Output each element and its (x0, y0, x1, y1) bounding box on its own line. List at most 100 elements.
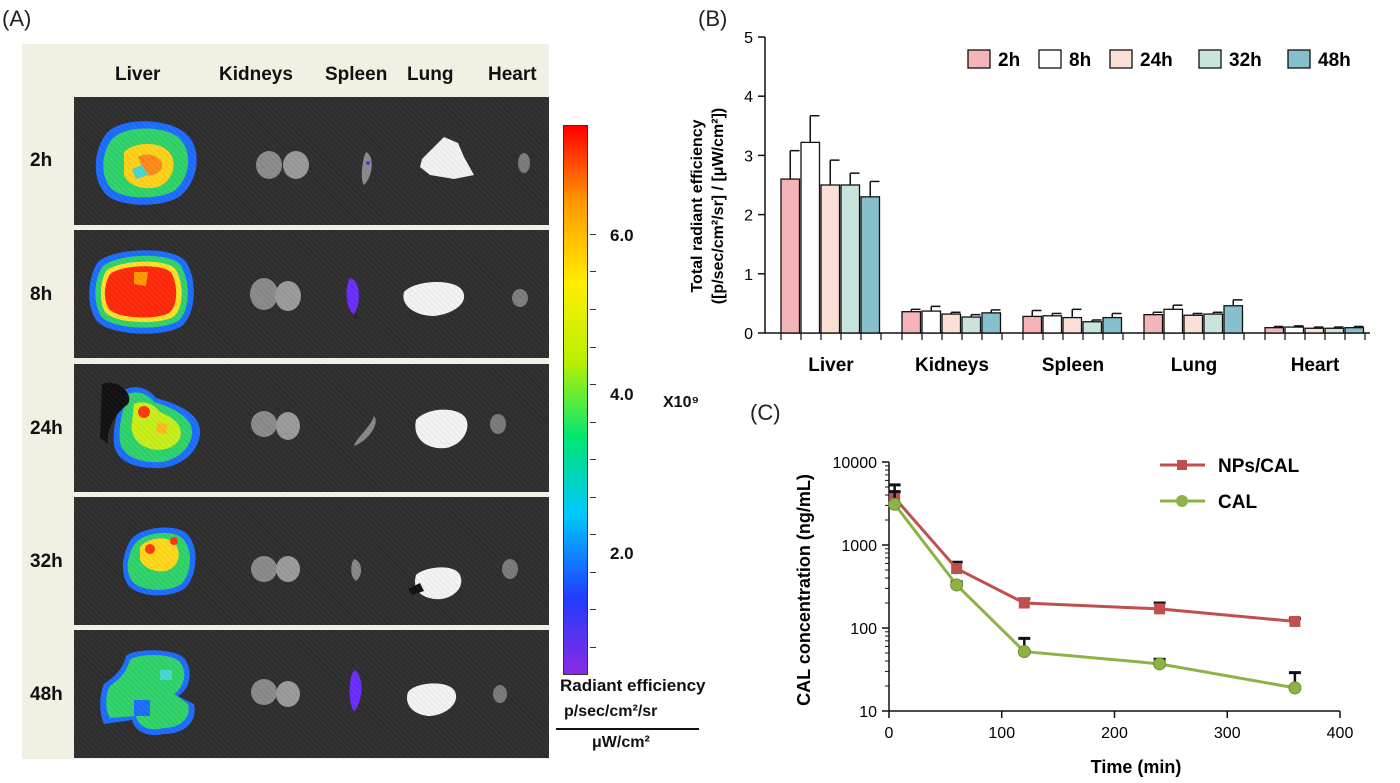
bar-kidneys-8h (921, 310, 942, 334)
legend-swatch-48h (1287, 49, 1311, 69)
line-chart-xlabel: Time (min) (1091, 757, 1182, 777)
legend-label-32h: 32h (1229, 50, 1262, 71)
bar-spleen-2h (1022, 315, 1043, 334)
colorbar-minor-tick (590, 422, 596, 423)
bar-lung-8h (1163, 308, 1184, 334)
colorbar-tick-6: 6.0 (610, 226, 634, 245)
bar-spleen-48h (1102, 316, 1123, 334)
colorbar-tick-2: 2.0 (610, 544, 634, 563)
line-chart-x-tick-label: 200 (1101, 725, 1128, 742)
timepoint-label-24h: 24h (30, 418, 63, 439)
bar-liver-2h (780, 178, 801, 334)
line-chart-ylabel: CAL concentration (ng/mL) (794, 474, 814, 706)
organ-label-kidneys: Kidneys (219, 64, 293, 85)
bar-lung-48h (1223, 305, 1244, 334)
panel-label-a: (A) (2, 6, 32, 31)
colorbar-tick-4: 4.0 (610, 385, 634, 404)
colorbar-ticks (590, 125, 600, 673)
imaging-row-32h (74, 497, 549, 625)
line-chart-x-tick-label: 0 (885, 725, 894, 742)
legend-swatch-2h (967, 49, 991, 69)
panel-label-c: (C) (750, 400, 781, 425)
bar-spleen-24h (1062, 316, 1083, 334)
bar-kidneys-24h (941, 313, 962, 334)
organ-fluorescence-image (100, 382, 506, 469)
data-point-circle (1153, 657, 1167, 671)
legend-label-48h: 48h (1318, 50, 1351, 71)
imaging-row-48h (74, 630, 549, 758)
data-point-circle (1288, 681, 1302, 695)
series-line-cal (893, 503, 1296, 690)
colorbar-minor-tick (590, 347, 596, 348)
bar-lung-32h (1203, 313, 1224, 334)
legend-swatch-24h (1109, 49, 1133, 69)
colorbar-minor-tick (590, 459, 596, 460)
bar-chart-y-tick-label: 1 (744, 267, 753, 284)
colorbar-minor-tick (590, 609, 596, 610)
colorbar-minor-tick (590, 234, 596, 235)
colorbar-multiplier: X10⁹ (663, 394, 700, 411)
line-chart-y-tick-label: 1000 (841, 538, 877, 555)
bar-chart-y-tick-label: 2 (744, 208, 753, 225)
bar-heart-8h (1284, 326, 1305, 334)
timepoint-label-2h: 2h (30, 150, 53, 171)
colorbar-minor-tick (590, 497, 596, 498)
data-point-square (1289, 615, 1301, 627)
bar-spleen-32h (1082, 321, 1103, 334)
bar-chart-y-tick-label: 0 (744, 326, 753, 343)
bar-heart-2h (1264, 327, 1285, 334)
bar-chart-ylabel-line1: Total radiant efficiency (689, 119, 706, 292)
legend-label-cal: CAL (1218, 492, 1257, 513)
imaging-row-2h (74, 97, 549, 225)
bar-kidneys-2h (901, 311, 922, 334)
bar-liver-48h (860, 196, 881, 334)
bar-chart-y-tick-label: 4 (744, 89, 753, 106)
bar-kidneys-48h (981, 312, 1002, 334)
timepoint-label-32h: 32h (30, 551, 63, 572)
colorbar-fraction-line (556, 728, 699, 730)
colorbar-minor-tick (590, 271, 596, 272)
colorbar-title: Radiant efficiency (560, 676, 706, 695)
bar-spleen-8h (1042, 315, 1063, 334)
line-chart-x-tick-label: 300 (1214, 725, 1241, 742)
data-point-circle (950, 578, 964, 592)
organ-label-heart: Heart (488, 64, 537, 85)
line-chart-y-tick-label: 100 (850, 621, 877, 638)
line-chart-y-tick-label: 10 (859, 704, 877, 721)
data-point-circle (888, 497, 902, 511)
colorbar-minor-tick (590, 572, 596, 573)
bar-heart-48h (1344, 327, 1365, 334)
biodistribution-bar-chart: 0 1 2 3 4 5 Liver Kidneys Spleen Lung Heart 2h 8h 2… (689, 30, 1370, 376)
organ-fluorescence-image (89, 250, 528, 334)
legend-label-8h: 8h (1069, 50, 1091, 71)
bar-kidneys-32h (961, 316, 982, 334)
legend-label-nps-cal: NPs/CAL (1218, 456, 1300, 477)
bar-chart-y-tick-label: 3 (744, 148, 753, 165)
legend-marker-square (1177, 460, 1187, 470)
organ-label-spleen: Spleen (325, 64, 388, 85)
colorbar-unit-numerator: p/sec/cm²/sr (564, 703, 658, 720)
bar-chart-category-label: Heart (1291, 355, 1340, 376)
colorbar-unit-denominator: μW/cm² (592, 734, 650, 751)
colorbar (563, 125, 588, 675)
imaging-row-24h (74, 364, 549, 492)
series-line-nps-cal (893, 496, 1296, 623)
colorbar-minor-tick (590, 647, 596, 648)
legend-swatch-32h (1198, 49, 1222, 69)
bar-heart-32h (1324, 327, 1345, 334)
organ-fluorescence-image (95, 121, 530, 205)
legend-label-24h: 24h (1140, 50, 1173, 71)
data-point-square (951, 563, 963, 575)
legend-marker-circle (1176, 495, 1188, 507)
line-chart-x-tick-label: 400 (1327, 725, 1354, 742)
organ-label-liver: Liver (115, 64, 161, 85)
bar-liver-8h (800, 141, 821, 334)
bar-liver-24h (820, 184, 841, 334)
bar-chart-ylabel-line2: ([p/sec/cm²/sr] / [μW/cm²]) (710, 108, 727, 304)
bar-chart-category-label: Lung (1171, 355, 1217, 376)
legend-swatch-8h (1038, 49, 1062, 69)
colorbar-minor-tick (590, 534, 596, 535)
timepoint-label-8h: 8h (30, 284, 53, 305)
data-point-circle (1017, 645, 1031, 659)
legend-label-2h: 2h (998, 50, 1020, 71)
